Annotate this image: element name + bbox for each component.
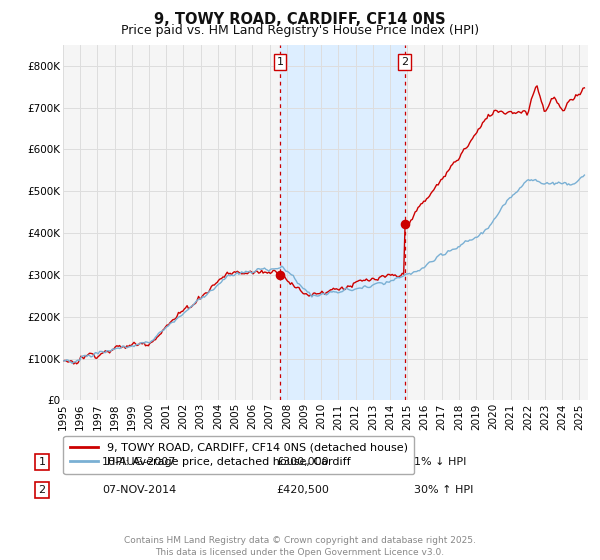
Text: 10-AUG-2007: 10-AUG-2007	[102, 457, 176, 467]
Text: Price paid vs. HM Land Registry's House Price Index (HPI): Price paid vs. HM Land Registry's House …	[121, 24, 479, 36]
Text: 1: 1	[277, 57, 284, 67]
Point	[275, 270, 285, 279]
Text: 2: 2	[401, 57, 408, 67]
Text: 1% ↓ HPI: 1% ↓ HPI	[414, 457, 466, 467]
Text: 9, TOWY ROAD, CARDIFF, CF14 0NS: 9, TOWY ROAD, CARDIFF, CF14 0NS	[154, 12, 446, 27]
Text: £300,000: £300,000	[276, 457, 329, 467]
Text: 07-NOV-2014: 07-NOV-2014	[102, 485, 176, 495]
Text: 1: 1	[38, 457, 46, 467]
Legend: 9, TOWY ROAD, CARDIFF, CF14 0NS (detached house), HPI: Average price, detached h: 9, TOWY ROAD, CARDIFF, CF14 0NS (detache…	[64, 436, 415, 474]
Text: Contains HM Land Registry data © Crown copyright and database right 2025.
This d: Contains HM Land Registry data © Crown c…	[124, 536, 476, 557]
Text: 30% ↑ HPI: 30% ↑ HPI	[414, 485, 473, 495]
Point	[400, 220, 409, 229]
Text: £420,500: £420,500	[276, 485, 329, 495]
Text: 2: 2	[38, 485, 46, 495]
Bar	[280, 45, 404, 400]
